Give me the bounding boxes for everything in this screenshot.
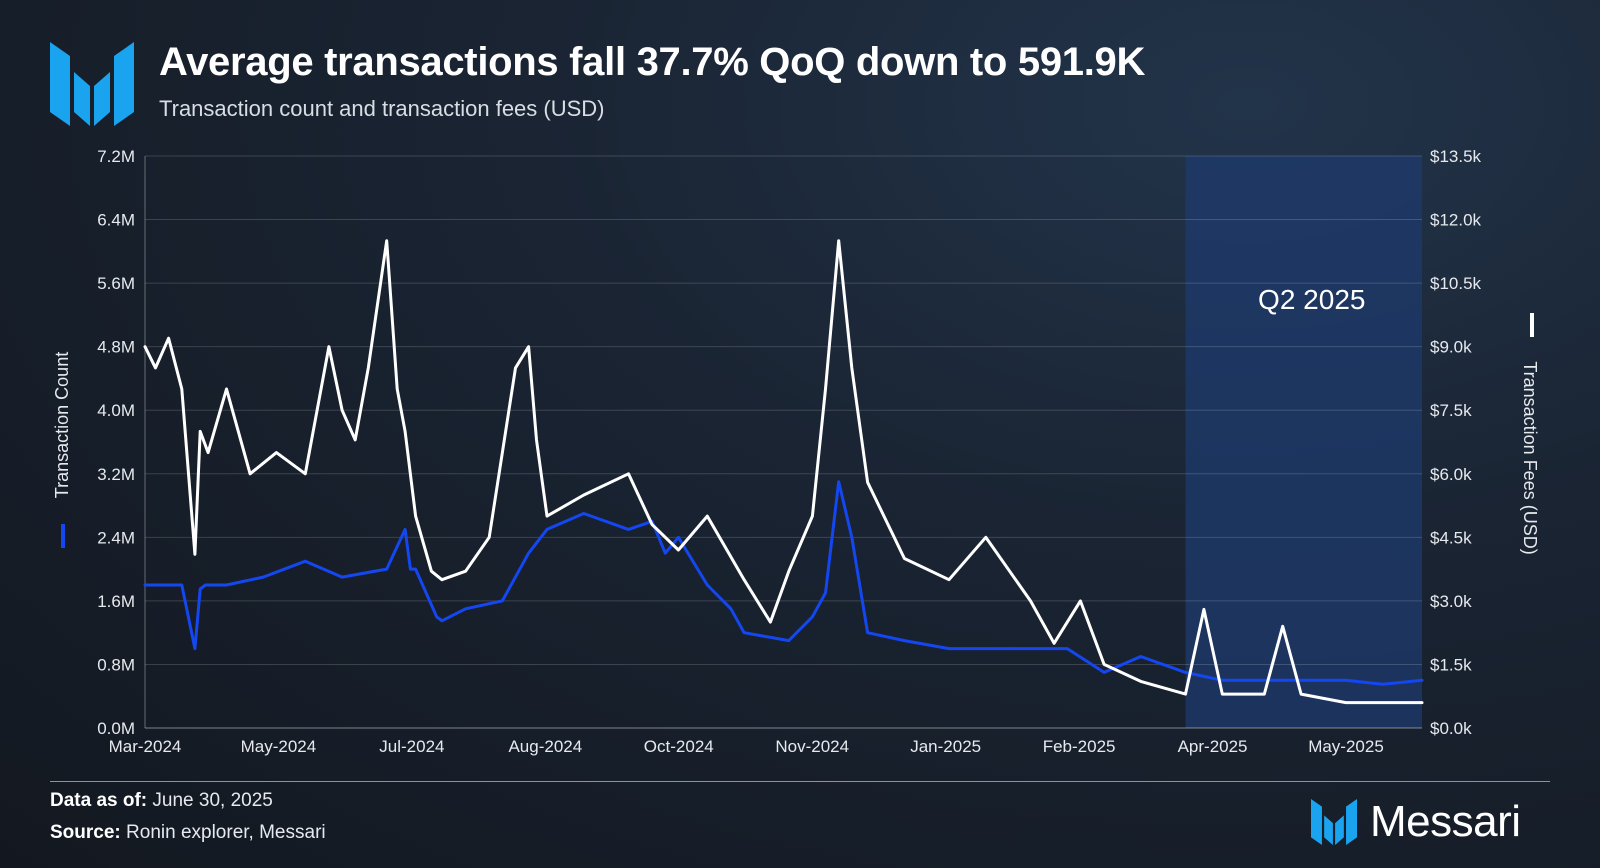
y-left-tick-label: 0.8M xyxy=(97,655,135,674)
x-tick-label: Mar-2024 xyxy=(109,737,182,756)
source-label: Source: xyxy=(50,822,121,843)
footer-divider xyxy=(50,781,1550,782)
messari-brand-icon xyxy=(1311,799,1357,845)
y-right-tick-label: $7.5k xyxy=(1430,401,1472,420)
y-right-tick-label: $0.0k xyxy=(1430,719,1472,738)
y-right-axis-title: Transaction Fees (USD) xyxy=(1520,361,1540,554)
chart-title: Average transactions fall 37.7% QoQ down… xyxy=(159,40,1146,84)
source-value: Ronin explorer, Messari xyxy=(126,822,326,843)
x-tick-label: Apr-2025 xyxy=(1178,737,1248,756)
x-tick-label: May-2024 xyxy=(241,737,317,756)
y-right-tick-label: $4.5k xyxy=(1430,528,1472,547)
y-right-tick-label: $13.5k xyxy=(1430,147,1482,166)
y-right-tick-label: $9.0k xyxy=(1430,338,1472,357)
y-left-tick-label: 0.0M xyxy=(97,719,135,738)
transaction-fees-line xyxy=(143,239,1424,705)
y-left-axis-title: Transaction Count xyxy=(52,352,72,498)
highlight-label: Q2 2025 xyxy=(1258,284,1365,315)
y-right-tick-label: $1.5k xyxy=(1430,655,1472,674)
y-left-tick-label: 3.2M xyxy=(97,465,135,484)
x-tick-label: May-2025 xyxy=(1308,737,1384,756)
y-right-tick-label: $12.0k xyxy=(1430,211,1482,230)
y-left-tick-label: 4.0M xyxy=(97,401,135,420)
y-right-tick-label: $6.0k xyxy=(1430,465,1472,484)
y-right-tick-label: $3.0k xyxy=(1430,592,1472,611)
brand-name: Messari xyxy=(1370,797,1521,846)
x-tick-label: Nov-2024 xyxy=(775,737,849,756)
y-left-tick-label: 2.4M xyxy=(97,528,135,547)
transaction-count-line xyxy=(143,480,1424,686)
y-left-tick-label: 4.8M xyxy=(97,338,135,357)
y-left-tick-label: 5.6M xyxy=(97,274,135,293)
data-as-of-label: Data as of: xyxy=(50,790,148,811)
x-tick-label: Aug-2024 xyxy=(508,737,582,756)
data-as-of-value: June 30, 2025 xyxy=(152,790,273,811)
q2-2025-highlight-region xyxy=(1185,156,1422,728)
source: Source: Ronin explorer, Messari xyxy=(50,822,326,844)
y-left-tick-label: 7.2M xyxy=(97,147,135,166)
x-tick-label: Jan-2025 xyxy=(910,737,981,756)
chart-subtitle: Transaction count and transaction fees (… xyxy=(159,96,605,121)
messari-logo-icon xyxy=(50,42,134,126)
data-as-of: Data as of: June 30, 2025 xyxy=(50,790,273,812)
x-tick-label: Feb-2025 xyxy=(1043,737,1116,756)
brand-lockup: Messari xyxy=(1310,797,1521,847)
x-tick-label: Jul-2024 xyxy=(379,737,444,756)
y-right-tick-label: $10.5k xyxy=(1430,274,1482,293)
y-left-tick-label: 1.6M xyxy=(97,592,135,611)
x-tick-label: Oct-2024 xyxy=(644,737,714,756)
y-left-tick-label: 6.4M xyxy=(97,211,135,230)
